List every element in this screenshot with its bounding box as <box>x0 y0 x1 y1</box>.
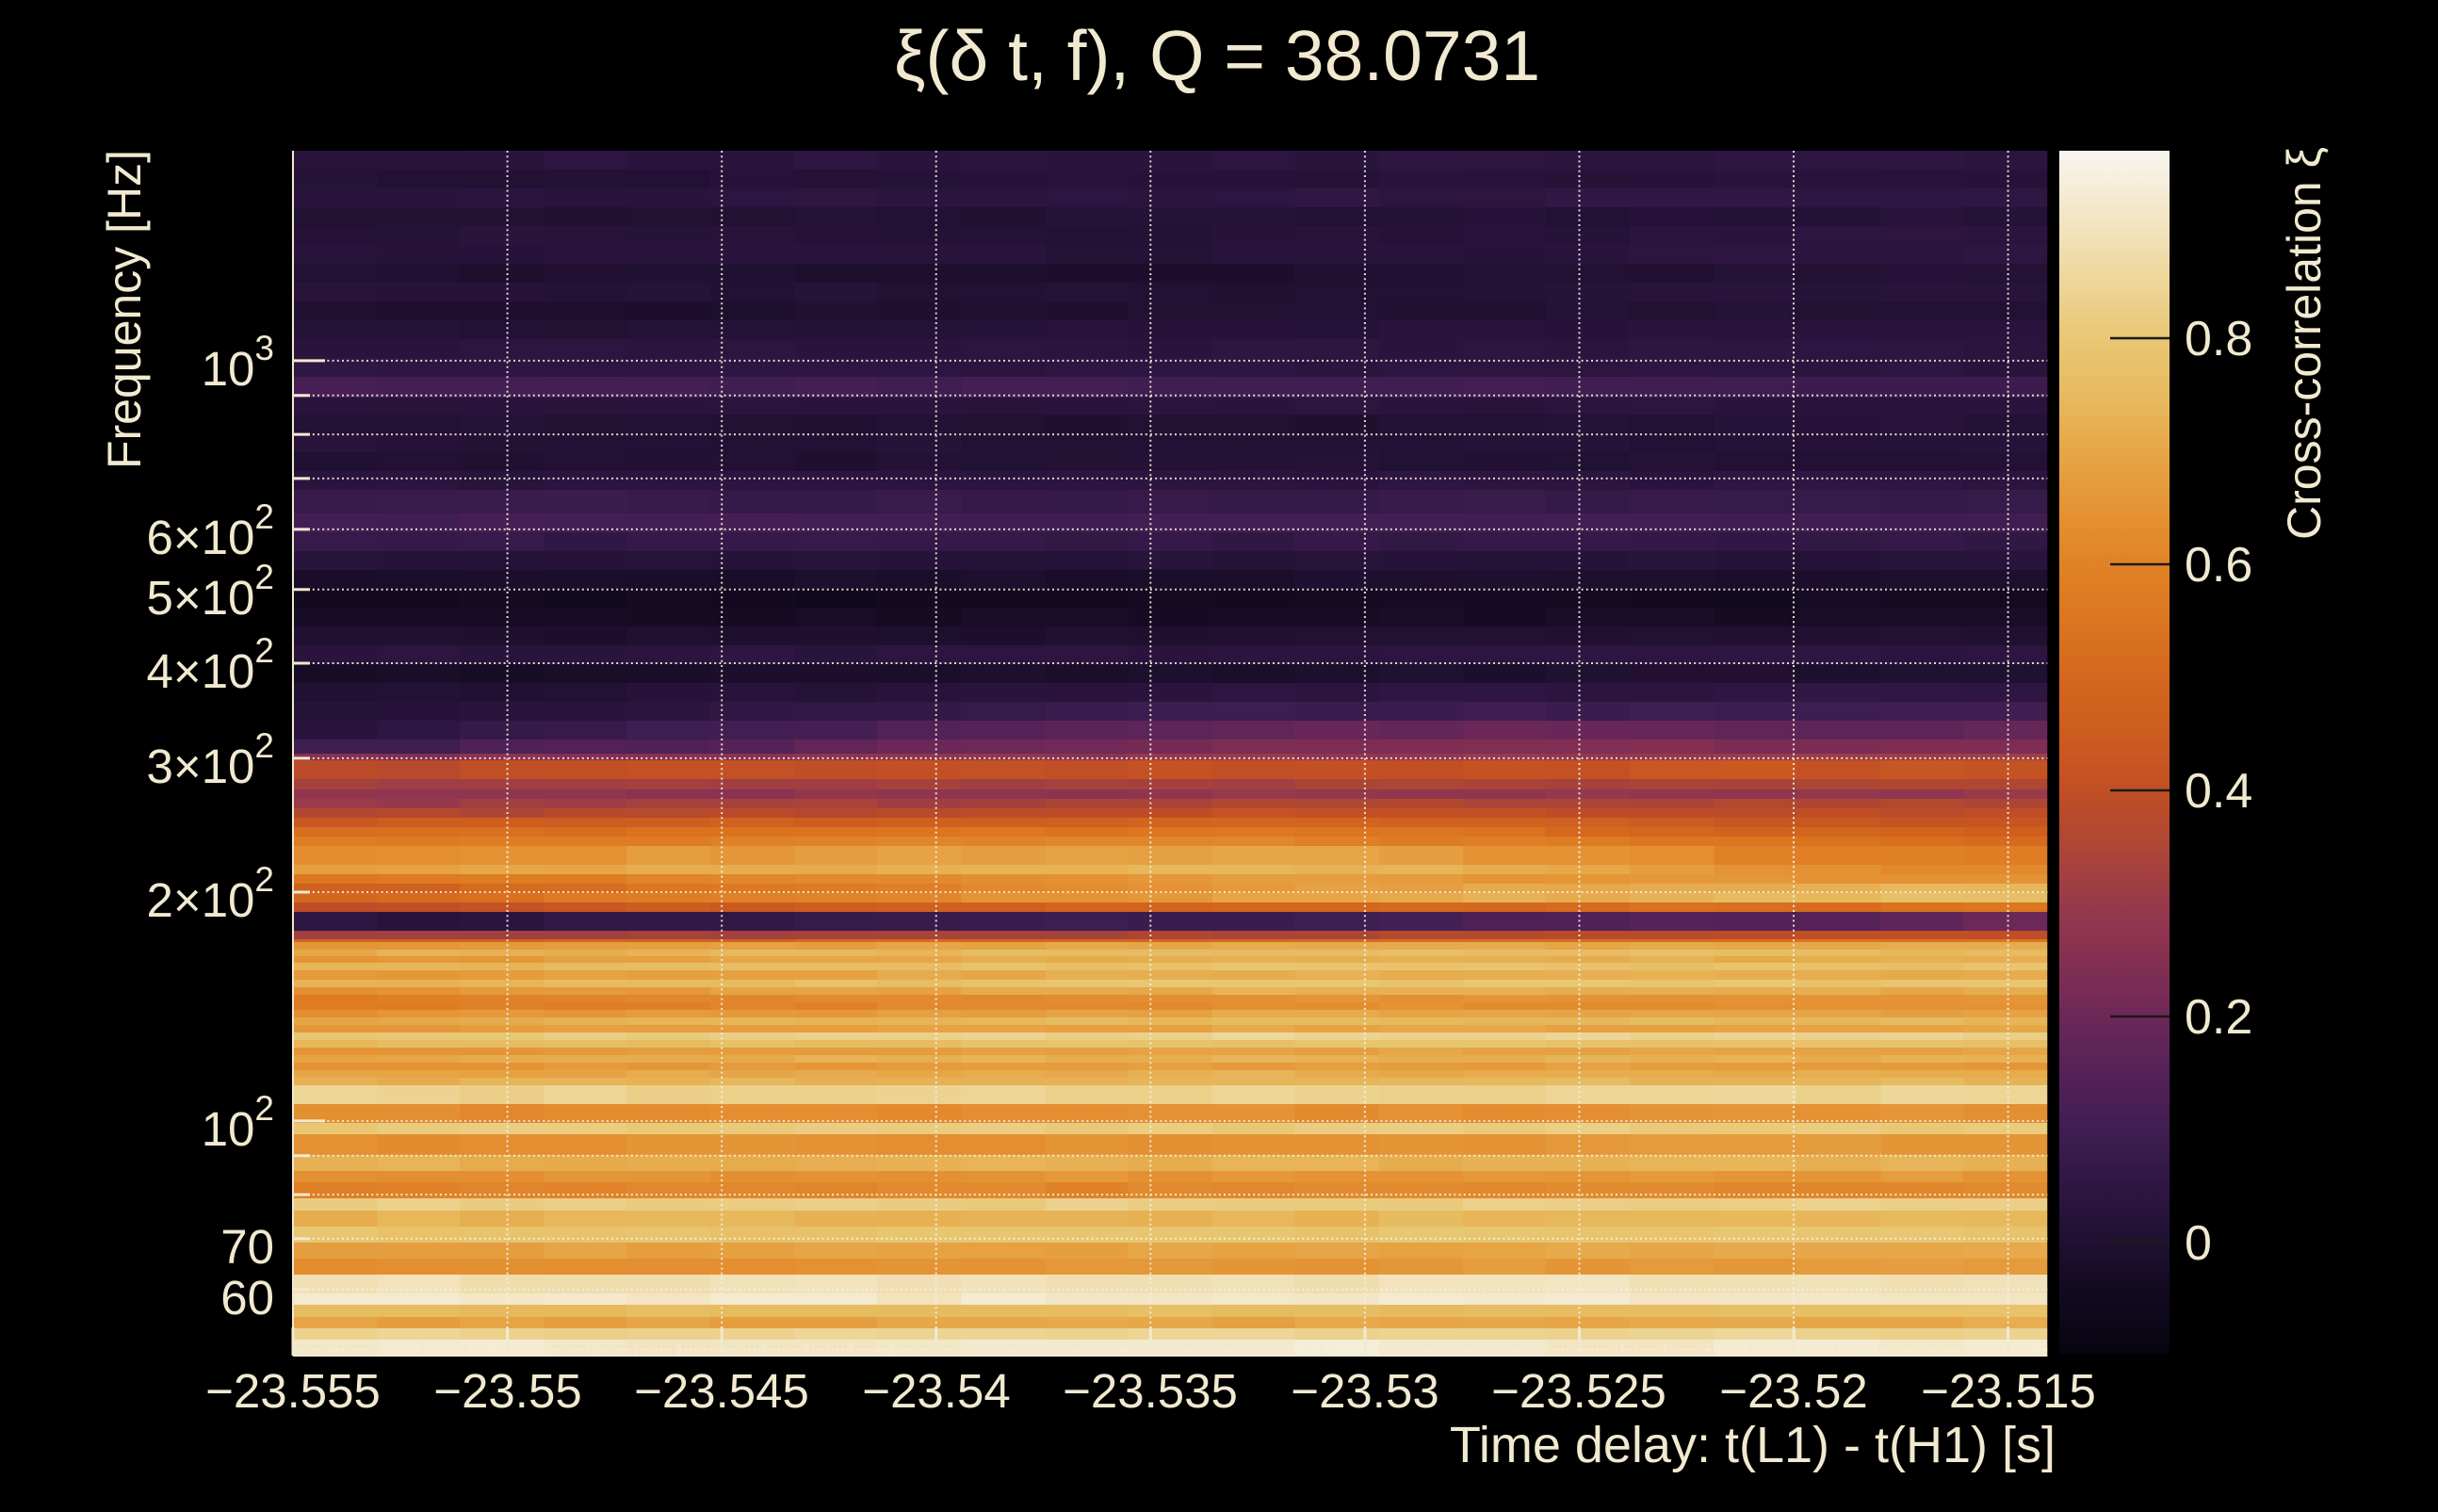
svg-text:Frequency [Hz]: Frequency [Hz] <box>98 150 151 469</box>
svg-text:ξ(δ t, f), Q = 38.0731: ξ(δ t, f), Q = 38.0731 <box>894 16 1540 95</box>
svg-text:Time delay: t(L1) - t(H1) [s]: Time delay: t(L1) - t(H1) [s] <box>1450 1417 2056 1473</box>
svg-text:−23.52: −23.52 <box>1719 1364 1867 1418</box>
svg-text:0.2: 0.2 <box>2185 990 2252 1045</box>
svg-text:−23.545: −23.545 <box>634 1364 809 1418</box>
svg-text:0.8: 0.8 <box>2185 312 2252 366</box>
svg-text:0.4: 0.4 <box>2185 764 2252 819</box>
svg-text:60: 60 <box>220 1271 274 1325</box>
svg-text:−23.555: −23.555 <box>205 1364 381 1418</box>
svg-text:0.6: 0.6 <box>2185 538 2252 593</box>
svg-text:−23.53: −23.53 <box>1291 1364 1438 1418</box>
svg-text:Cross-correlation ξ: Cross-correlation ξ <box>2278 147 2331 540</box>
svg-text:−23.54: −23.54 <box>862 1364 1010 1418</box>
svg-text:70: 70 <box>220 1220 274 1274</box>
svg-text:0: 0 <box>2185 1216 2212 1271</box>
svg-text:−23.55: −23.55 <box>433 1364 581 1418</box>
svg-text:−23.525: −23.525 <box>1491 1364 1666 1418</box>
svg-text:−23.515: −23.515 <box>1921 1364 2096 1418</box>
svg-text:−23.535: −23.535 <box>1063 1364 1238 1418</box>
